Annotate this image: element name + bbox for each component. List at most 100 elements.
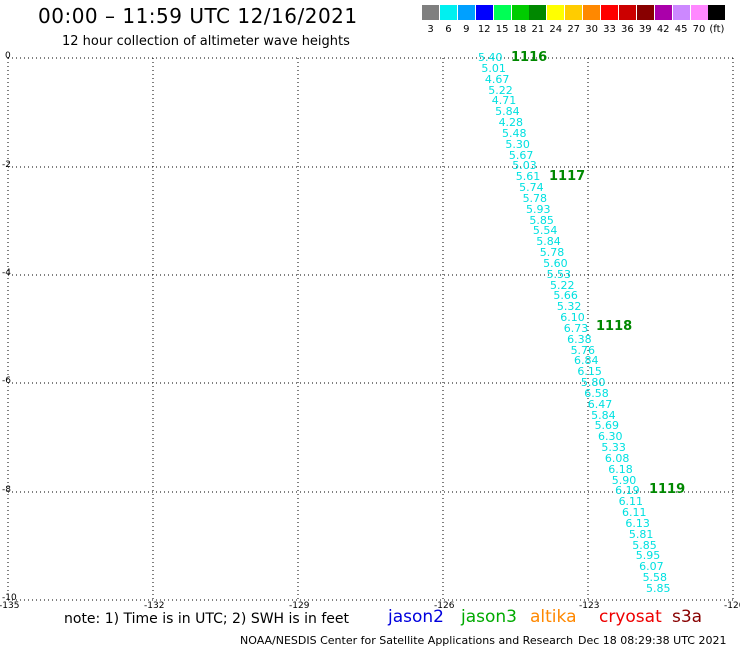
swh-value: 5.48 xyxy=(502,126,527,140)
time-label: 1119 xyxy=(649,482,686,497)
swh-value: 6.11 xyxy=(622,506,647,520)
legend-swatch xyxy=(636,5,654,20)
swh-value: 5.95 xyxy=(635,549,661,563)
legend-label: 3 xyxy=(427,24,434,35)
swh-value: 5.84 xyxy=(495,105,520,119)
swh-value: 5.78 xyxy=(539,246,565,260)
x-tick-label: -126 xyxy=(434,601,455,611)
swh-value: 6.07 xyxy=(639,560,664,574)
swh-value: 5.84 xyxy=(536,235,561,249)
swh-value: 5.32 xyxy=(556,300,582,314)
swh-value: 5.76 xyxy=(570,343,596,357)
swh-value: 5.81 xyxy=(628,527,654,541)
legend-swatch xyxy=(439,5,457,20)
legend-label: 30 xyxy=(585,24,598,35)
sat-s3a: s3a xyxy=(672,607,703,627)
legend-label: 18 xyxy=(513,24,527,35)
legend-label: 6 xyxy=(445,24,452,35)
swh-value: 5.61 xyxy=(515,170,541,184)
swh-value: 5.90 xyxy=(611,473,637,487)
legend-swatch xyxy=(672,5,690,20)
sat-cryosat: cryosat xyxy=(599,607,662,627)
swh-value: 5.01 xyxy=(481,61,506,75)
legend-swatch xyxy=(457,5,475,20)
x-tick-label: -132 xyxy=(144,601,165,611)
time-label: 1117 xyxy=(549,169,586,184)
legend-swatch xyxy=(565,5,583,20)
timestamp-text: Dec 18 08:29:38 UTC 2021 xyxy=(578,634,727,647)
sat-jason3: jason3 xyxy=(461,607,517,627)
legend-label: 9 xyxy=(463,24,470,35)
time-label: 1118 xyxy=(596,319,633,334)
legend-label: 21 xyxy=(531,24,545,35)
credit-text: NOAA/NESDIS Center for Satellite Applica… xyxy=(240,634,574,647)
swh-value: 5.30 xyxy=(505,137,530,151)
legend-label: 70 xyxy=(692,24,706,35)
swh-value: 6.58 xyxy=(584,386,609,400)
swh-value: 6.38 xyxy=(567,332,592,346)
legend-swatch xyxy=(690,5,708,20)
swh-value: 6.08 xyxy=(604,451,630,465)
legend-label: 36 xyxy=(621,24,634,35)
swh-value: 6.47 xyxy=(587,397,613,411)
legend-label: 39 xyxy=(638,24,652,35)
legend-swatch xyxy=(601,5,618,20)
legend-label: 42 xyxy=(656,24,670,35)
legend-swatch xyxy=(654,5,672,20)
swh-value: 5.85 xyxy=(529,213,554,227)
map-subtitle: 12 hour collection of altimeter wave hei… xyxy=(62,34,350,49)
x-tick-label: -135 xyxy=(0,601,20,611)
legend-label: (ft) xyxy=(709,24,725,35)
x-tick-label: -129 xyxy=(289,601,310,611)
swh-value: 5.60 xyxy=(543,256,568,270)
swh-value: 5.40 xyxy=(478,51,503,64)
swh-value: 5.93 xyxy=(526,202,551,216)
swh-value: 6.13 xyxy=(625,516,650,530)
x-tick-label: -123 xyxy=(579,601,600,611)
footer-note: note: 1) Time is in UTC; 2) SWH is in fe… xyxy=(64,611,350,627)
legend-swatch xyxy=(511,5,529,20)
swh-value: 5.22 xyxy=(488,83,513,97)
legend-swatch xyxy=(422,5,439,20)
swh-value: 6.11 xyxy=(618,495,644,509)
legend-label: 15 xyxy=(495,24,509,35)
legend-swatch xyxy=(475,5,493,20)
swh-value: 4.71 xyxy=(491,94,517,108)
swh-value: 6.10 xyxy=(560,311,585,325)
swh-value: 5.67 xyxy=(508,148,534,162)
grid-lines xyxy=(7,57,734,601)
legend-label: 33 xyxy=(603,24,616,35)
y-tick-label: -4 xyxy=(2,268,11,278)
y-tick-label: -8 xyxy=(2,485,11,495)
swh-value: 6.18 xyxy=(608,462,633,476)
swh-value: 6.30 xyxy=(598,430,623,444)
map-title: 00:00 – 11:59 UTC 12/16/2021 xyxy=(38,4,358,28)
sat-altika: altika xyxy=(530,607,577,627)
legend-label: 45 xyxy=(674,24,688,35)
y-tick-label: -2 xyxy=(2,160,11,170)
swh-value: 5.85 xyxy=(646,582,671,595)
swh-value: 4.67 xyxy=(484,72,510,86)
time-label: 1116 xyxy=(511,50,548,65)
legend-swatch xyxy=(583,5,601,20)
x-tick-label: -120 xyxy=(724,601,740,611)
legend-swatch xyxy=(529,5,547,20)
legend-swatch xyxy=(493,5,511,20)
swh-value: 5.66 xyxy=(553,289,578,303)
legend-swatch xyxy=(708,5,726,20)
legend-label: 12 xyxy=(477,24,491,35)
swh-value: 5.54 xyxy=(532,224,558,238)
swh-value: 4.28 xyxy=(498,116,524,130)
sat-jason2: jason2 xyxy=(388,607,444,627)
swh-value: 5.53 xyxy=(546,267,572,281)
legend-swatch xyxy=(618,5,636,20)
legend-swatch xyxy=(547,5,565,20)
swh-value: 5.33 xyxy=(601,441,626,455)
swh-value: 5.84 xyxy=(591,408,616,422)
swh-value: 5.80 xyxy=(580,376,606,390)
swh-value: 6.84 xyxy=(574,354,599,368)
swh-value: 5.22 xyxy=(550,278,575,292)
legend-label: 24 xyxy=(549,24,563,35)
swh-value: 6.73 xyxy=(563,321,589,335)
